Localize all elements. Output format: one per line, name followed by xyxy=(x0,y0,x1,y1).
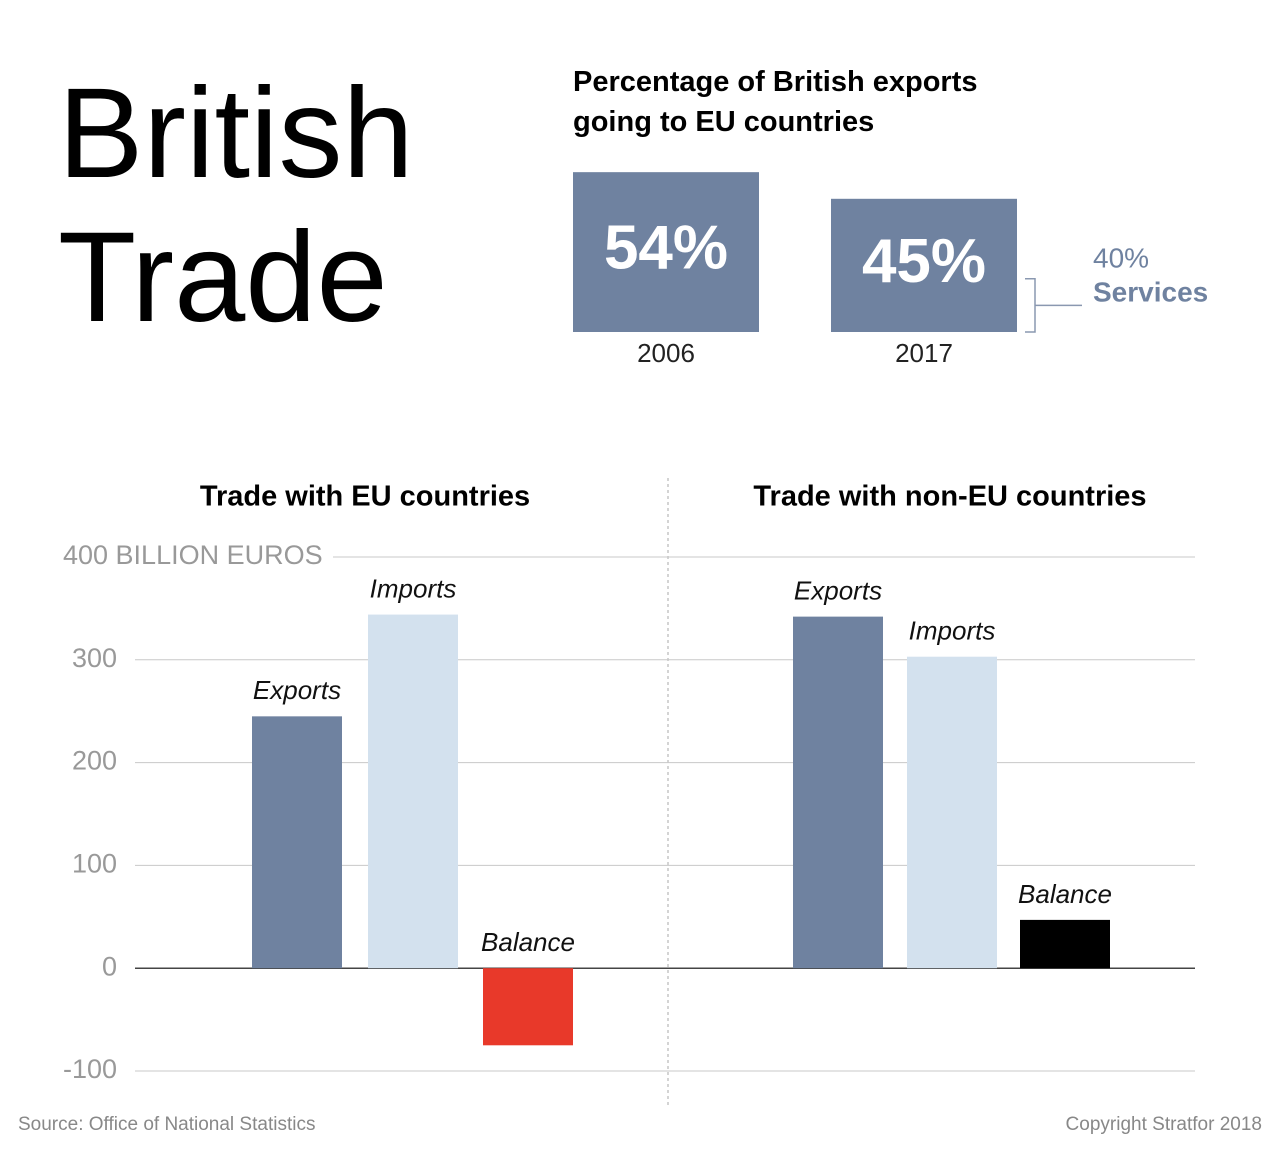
source: Source: Office of National Statistics xyxy=(18,1114,315,1135)
copyright: Copyright Stratfor 2018 xyxy=(1066,1114,1262,1135)
annotation-text: Services xyxy=(1093,276,1208,307)
bar xyxy=(1020,919,1110,969)
y-tick-label: 400 BILLION EUROS xyxy=(63,540,323,570)
y-tick-label: 200 xyxy=(72,746,117,776)
bar xyxy=(907,656,997,969)
y-tick-label: 300 xyxy=(72,643,117,673)
annotation-value: 40% xyxy=(1093,242,1149,273)
bar-label: Imports xyxy=(370,573,457,603)
bar xyxy=(483,968,573,1046)
bar-label: Balance xyxy=(1018,879,1112,909)
y-tick-label: 100 xyxy=(72,849,117,879)
bar xyxy=(368,614,458,969)
box-chart-title: Percentage of British exports going to E… xyxy=(573,66,978,138)
y-tick-label: 0 xyxy=(102,951,117,981)
y-tick-label: -100 xyxy=(63,1054,117,1084)
bar xyxy=(252,716,342,969)
box-value: 45% xyxy=(862,227,986,296)
box-year: 2017 xyxy=(895,338,953,368)
box-year: 2006 xyxy=(637,338,695,368)
chart-title: Trade with non-EU countries xyxy=(753,481,1146,513)
bar-label: Exports xyxy=(794,575,882,605)
bar-label: Imports xyxy=(909,616,996,646)
bracket xyxy=(1025,277,1082,333)
bar xyxy=(793,616,883,969)
bar-label: Exports xyxy=(253,675,341,705)
main-title: British Trade xyxy=(58,62,414,349)
box xyxy=(831,198,1017,332)
bar-label: Balance xyxy=(481,927,575,957)
chart-title: Trade with EU countries xyxy=(200,481,530,513)
box-value: 54% xyxy=(604,213,728,282)
box xyxy=(573,172,759,332)
